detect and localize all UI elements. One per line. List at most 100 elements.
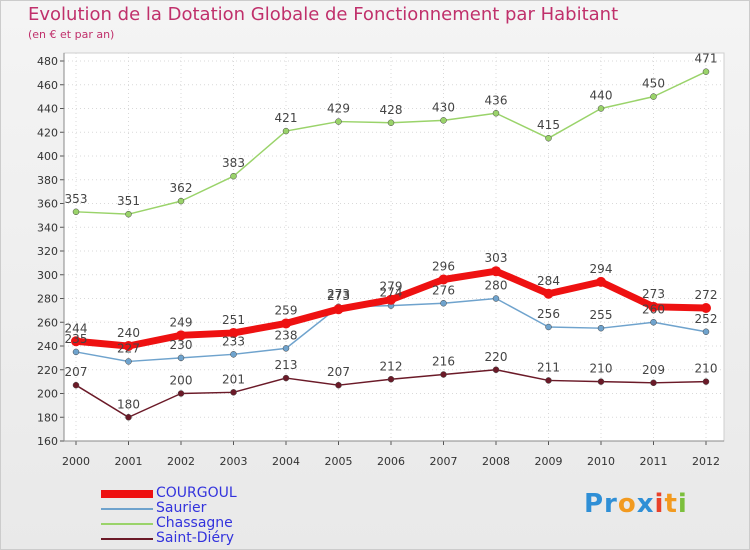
point-courgoul-2007	[438, 274, 449, 285]
y-tick-label-480: 480	[37, 55, 58, 68]
data-label-chassagne-2004: 421	[275, 111, 298, 125]
data-label-courgoul-2001: 240	[117, 326, 140, 340]
data-label-saint-diery-2005: 207	[327, 365, 350, 379]
x-tick-label-2004: 2004	[272, 455, 300, 468]
data-label-chassagne-2003: 383	[222, 156, 245, 170]
data-label-chassagne-2010: 440	[590, 89, 613, 103]
point-courgoul-2005	[333, 304, 344, 315]
data-label-saint-diery-2012: 210	[695, 362, 718, 376]
y-tick-label-180: 180	[37, 411, 58, 424]
point-saint-diery-2006	[387, 376, 395, 383]
legend-label-chassagne: Chassagne	[156, 515, 233, 531]
point-courgoul-2012	[701, 303, 711, 313]
data-label-saurier-2011: 260	[642, 302, 665, 316]
point-saurier-2002	[177, 354, 185, 362]
data-label-saurier-2005: 273	[327, 287, 350, 301]
y-tick-label-200: 200	[37, 388, 58, 401]
x-tick-label-2007: 2007	[430, 455, 458, 468]
data-label-chassagne-2012: 471	[695, 52, 718, 66]
point-courgoul-2008	[491, 266, 501, 277]
data-label-saint-diery-2009: 211	[537, 360, 560, 374]
data-label-courgoul-2011: 273	[642, 287, 665, 301]
point-chassagne-2011	[650, 93, 657, 100]
data-label-chassagne-2006: 428	[380, 103, 403, 117]
chart-title: Evolution de la Dotation Globale de Fonc…	[28, 4, 619, 25]
y-tick-label-160: 160	[37, 435, 58, 448]
point-courgoul-2001	[123, 341, 134, 351]
point-chassagne-2009	[545, 134, 552, 142]
data-label-saurier-2007: 276	[432, 283, 455, 297]
point-courgoul-2011	[648, 301, 659, 312]
point-saurier-2012	[702, 328, 710, 335]
data-label-saint-diery-2006: 212	[380, 359, 403, 373]
data-label-chassagne-2005: 429	[327, 102, 350, 116]
y-tick-label-440: 440	[37, 103, 58, 116]
y-tick-label-380: 380	[37, 174, 58, 187]
data-label-saint-diery-2001: 180	[117, 397, 140, 411]
point-saint-diery-2002	[177, 390, 185, 397]
series-lines	[71, 68, 711, 421]
data-label-saurier-2008: 280	[485, 279, 508, 293]
data-label-courgoul-2000: 244	[65, 321, 88, 335]
point-chassagne-2000	[72, 208, 80, 216]
data-label-courgoul-2005: 273	[327, 289, 350, 303]
point-chassagne-2005	[335, 118, 342, 125]
point-chassagne-2001	[125, 210, 132, 218]
data-label-saint-diery-2004: 213	[275, 358, 298, 372]
y-tick-label-260: 260	[37, 316, 58, 329]
x-tick-label-2002: 2002	[167, 455, 195, 468]
data-label-courgoul-2007: 296	[432, 260, 455, 274]
point-saurier-2003	[230, 351, 237, 358]
point-saurier-2011	[650, 319, 657, 326]
x-tick-label-2009: 2009	[535, 455, 563, 468]
data-label-courgoul-2006: 279	[380, 280, 403, 294]
point-saint-diery-2000	[72, 381, 80, 389]
data-label-courgoul-2004: 259	[275, 303, 298, 317]
chart-subtitle: (en € et par an)	[28, 28, 115, 41]
data-label-saint-diery-2002: 200	[170, 374, 193, 388]
data-label-saurier-2009: 256	[537, 307, 560, 321]
data-label-saurier-2006: 274	[380, 286, 403, 300]
point-courgoul-2003	[228, 327, 239, 338]
x-tick-label-2010: 2010	[587, 455, 615, 468]
data-label-saint-diery-2007: 216	[432, 355, 455, 369]
data-label-saurier-2002: 230	[170, 338, 193, 352]
x-tick-label-2011: 2011	[640, 455, 668, 468]
data-label-courgoul-2012: 272	[695, 288, 718, 302]
data-label-chassagne-2011: 450	[642, 77, 665, 91]
data-label-saurier-2010: 255	[590, 308, 613, 322]
data-label-courgoul-2009: 284	[537, 274, 560, 288]
data-label-courgoul-2002: 249	[170, 315, 193, 329]
point-saint-diery-2007	[440, 371, 447, 378]
point-courgoul-2009	[543, 288, 554, 299]
point-courgoul-2010	[596, 276, 606, 287]
y-tick-label-460: 460	[37, 79, 58, 92]
point-chassagne-2008	[492, 110, 500, 117]
y-tick-label-300: 300	[37, 269, 58, 282]
point-saint-diery-2003	[230, 389, 237, 396]
point-chassagne-2007	[440, 117, 447, 124]
data-label-chassagne-2000: 353	[65, 192, 88, 206]
y-tick-label-240: 240	[37, 340, 58, 353]
y-tick-label-220: 220	[37, 364, 58, 377]
point-saurier-2008	[492, 295, 500, 302]
data-label-saint-diery-2003: 201	[222, 372, 245, 386]
legend-swatch-saint-diery	[101, 538, 153, 540]
x-tick-label-2000: 2000	[62, 455, 90, 468]
point-saurier-2000	[72, 348, 80, 356]
point-saint-diery-2001	[125, 414, 132, 421]
point-saint-diery-2009	[545, 377, 552, 384]
y-tick-label-340: 340	[37, 221, 58, 234]
data-labels: 207 180 200 201 213 207 212 216 220 211 210 209 210 3…	[65, 52, 718, 412]
point-saint-diery-2008	[492, 366, 500, 373]
x-tick-label-2008: 2008	[482, 455, 510, 468]
point-saurier-2001	[125, 358, 132, 365]
plot-area	[63, 52, 725, 442]
point-chassagne-2004	[282, 127, 290, 135]
legend-label-saurier: Saurier	[156, 500, 207, 516]
legend-swatch-courgoul	[101, 490, 153, 498]
y-tick-label-280: 280	[37, 293, 58, 306]
point-saurier-2007	[440, 300, 447, 307]
